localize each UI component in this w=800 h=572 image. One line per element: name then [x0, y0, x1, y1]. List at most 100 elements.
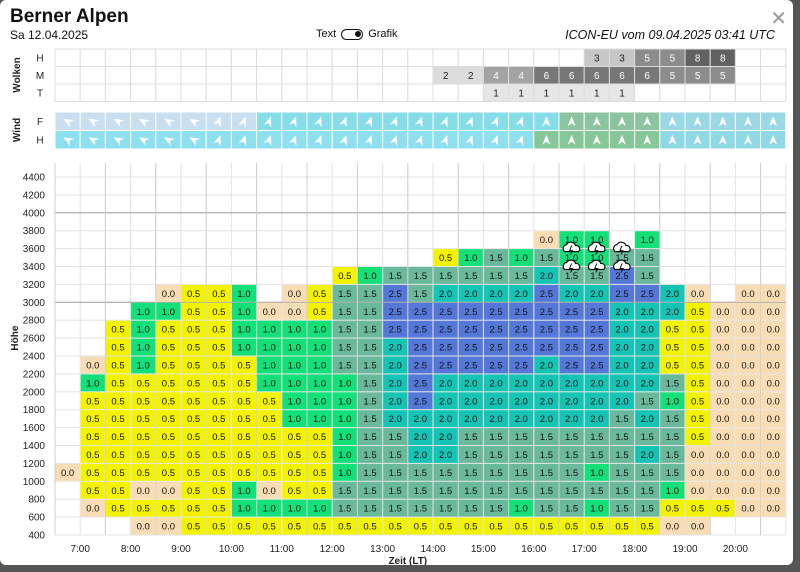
- heatmap-cell: [282, 428, 307, 445]
- heatmap-value: 2.0: [389, 360, 402, 371]
- heatmap-cell: [483, 428, 509, 445]
- heatmap-value: 0.5: [111, 504, 124, 515]
- cloud-cell: [760, 66, 787, 85]
- heatmap-cell: [635, 517, 660, 535]
- heatmap-value: 1.5: [641, 396, 654, 407]
- cloud-cell: [382, 83, 409, 102]
- heatmap-value: 1.5: [515, 432, 528, 443]
- heatmap-value: 0.5: [137, 396, 150, 407]
- heatmap-value: 0.0: [691, 522, 704, 533]
- heatmap-cell: [458, 320, 483, 338]
- heatmap-value: 0.5: [162, 378, 175, 389]
- heatmap-value: 1.5: [565, 486, 578, 497]
- heatmap-value: 2.0: [590, 414, 603, 425]
- heatmap-cell: [105, 356, 131, 374]
- heatmap-value: 1.5: [590, 432, 603, 443]
- heatmap-value: 0.0: [767, 325, 780, 336]
- heatmap-cell: [80, 463, 105, 481]
- cloud-value: 5: [644, 54, 650, 65]
- heatmap-cell: [181, 446, 206, 463]
- heatmap-value: 2.5: [414, 343, 427, 354]
- heatmap-value: 1.5: [363, 378, 376, 389]
- heatmap-value: 0.0: [741, 325, 754, 336]
- heatmap-value: 0.0: [691, 289, 704, 300]
- heatmap-value: 1.5: [489, 486, 502, 497]
- heatmap-cell: [181, 428, 206, 445]
- toggle-switch[interactable]: [341, 28, 364, 40]
- heatmap-value: 0.0: [716, 360, 729, 371]
- heatmap-cell: [559, 302, 584, 320]
- heatmap-cell: [332, 517, 357, 535]
- heatmap-value: 1.5: [615, 486, 628, 497]
- heatmap-cell: [408, 410, 433, 428]
- heatmap-value: 1.0: [263, 343, 276, 354]
- y-tick-label: 4000: [23, 208, 46, 219]
- heatmap-value: 0.0: [767, 504, 780, 515]
- heatmap-value: 2.5: [540, 325, 553, 336]
- x-tick-label: 7:00: [70, 544, 90, 555]
- heatmap-value: 1.5: [338, 343, 351, 354]
- heatmap-cell: [282, 499, 307, 517]
- heatmap-value: 0.5: [565, 522, 578, 533]
- heatmap-value: 0.5: [288, 468, 301, 479]
- heatmap-value: 1.0: [313, 378, 326, 389]
- cloud-cell: [205, 48, 232, 67]
- heatmap-cell: [710, 463, 735, 481]
- wind-arrow-icon: [414, 135, 423, 146]
- heatmap-value: 1.5: [615, 468, 628, 479]
- heatmap-value: 1.0: [162, 307, 175, 318]
- heatmap-cell: [282, 481, 307, 499]
- heatmap-value: 1.0: [590, 468, 603, 479]
- heatmap-value: 2.5: [414, 325, 427, 336]
- heatmap-cell: [609, 392, 635, 410]
- heatmap-cell: [559, 499, 584, 517]
- heatmap-cell: [257, 517, 282, 535]
- heatmap-cell: [458, 356, 483, 374]
- heatmap-value: 1.5: [464, 504, 477, 515]
- heatmap-value: 0.5: [288, 522, 301, 533]
- heatmap-cell: [357, 356, 383, 374]
- heatmap-value: 1.0: [515, 504, 528, 515]
- heatmap-cell: [559, 428, 584, 445]
- wind-arrow-icon: [618, 134, 626, 145]
- heatmap-value: 2.0: [540, 396, 553, 407]
- heatmap-cell: [408, 267, 433, 284]
- heatmap-cell: [257, 428, 282, 445]
- heatmap-cell: [458, 481, 483, 499]
- heatmap-cell: [761, 284, 786, 302]
- view-toggle[interactable]: Text Grafik: [316, 28, 398, 40]
- heatmap-value: 0.5: [212, 289, 225, 300]
- heatmap-value: 1.0: [464, 253, 477, 264]
- heatmap-cell: [584, 267, 609, 284]
- heatmap-cell: [282, 284, 307, 302]
- heatmap-value: 2.5: [439, 325, 452, 336]
- heatmap-cell: [458, 374, 483, 392]
- heatmap-value: 1.5: [439, 504, 452, 515]
- cloud-cell: [407, 48, 434, 67]
- heatmap-value: 0.5: [540, 522, 553, 533]
- heatmap-value: 1.5: [363, 360, 376, 371]
- wind-arrow-icon: [213, 135, 221, 146]
- heatmap-value: 0.5: [212, 378, 225, 389]
- heatmap-value: 0.0: [716, 432, 729, 443]
- heatmap-cell: [307, 338, 332, 356]
- heatmap-cell: [332, 428, 357, 445]
- heatmap-value: 2.5: [540, 289, 553, 300]
- heatmap-value: 0.5: [187, 432, 200, 443]
- heatmap-value: 1.5: [565, 468, 578, 479]
- heatmap-value: 0.0: [137, 486, 150, 497]
- wind-arrow-icon: [515, 116, 524, 128]
- heatmap-cell: [181, 374, 206, 392]
- wind-arrow-icon: [744, 116, 752, 127]
- heatmap-cell: [483, 267, 509, 284]
- heatmap-cell: [357, 463, 383, 481]
- cloud-row-label: H: [36, 54, 43, 65]
- heatmap-value: 0.0: [716, 450, 729, 461]
- heatmap-value: 1.0: [237, 486, 250, 497]
- wind-arrow-icon: [164, 137, 175, 146]
- close-icon[interactable]: ✕: [770, 8, 787, 30]
- heatmap-cell: [156, 302, 181, 320]
- heatmap-cell: [710, 374, 735, 392]
- heatmap-value: 2.5: [515, 360, 528, 371]
- heatmap-value: 0.5: [137, 378, 150, 389]
